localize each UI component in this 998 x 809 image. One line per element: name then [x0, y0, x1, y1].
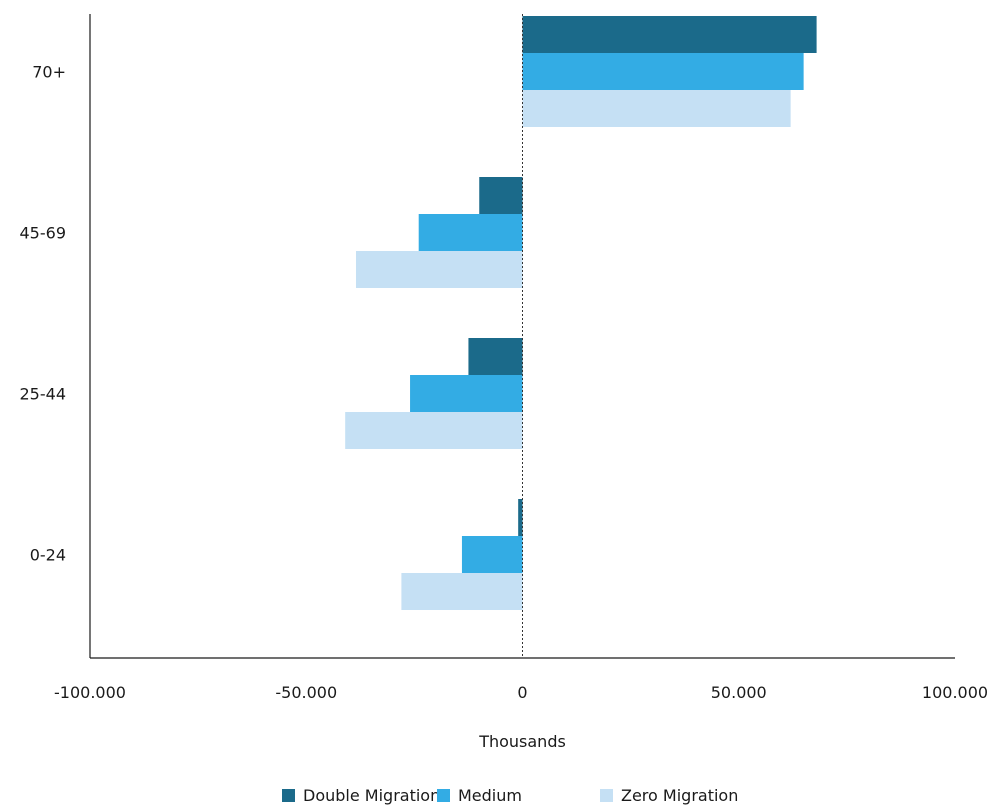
bar-zero-migration-45-69: [355, 251, 523, 288]
bar-double-migration-0-24: [518, 499, 523, 536]
bar-medium-45-69: [418, 214, 523, 251]
y-tick-label: 0-24: [30, 546, 66, 565]
bar-medium-0-24: [461, 536, 523, 573]
y-tick-label: 25-44: [20, 385, 67, 404]
bar-medium-70+: [522, 53, 804, 90]
bar-zero-migration-25-44: [345, 412, 523, 449]
x-tick-labels: -100.000 -50.000 0 50.000 100.000: [54, 683, 988, 702]
bar-double-migration-70+: [522, 16, 817, 53]
legend-swatch: [437, 789, 450, 802]
y-tick-labels: 70+ 45-69 25-44 0-24: [20, 63, 67, 565]
x-tick-label: -50.000: [275, 683, 337, 702]
axes: [89, 14, 955, 659]
legend-label: Zero Migration: [621, 786, 738, 805]
legend-label: Double Migration: [303, 786, 440, 805]
y-tick-label: 45-69: [20, 224, 67, 243]
bar-medium-25-44: [410, 375, 523, 412]
y-tick-label: 70+: [32, 63, 66, 82]
bar-zero-migration-0-24: [401, 573, 523, 610]
legend-swatch: [282, 789, 295, 802]
bar-zero-migration-70+: [522, 90, 791, 127]
legend-swatch: [600, 789, 613, 802]
x-axis-title: Thousands: [478, 732, 566, 751]
legend-label: Medium: [458, 786, 522, 805]
x-tick-label: -100.000: [54, 683, 126, 702]
x-tick-label: 0: [517, 683, 527, 702]
legend: Double Migration Medium Zero Migration: [282, 786, 738, 805]
bars: [345, 16, 817, 610]
x-tick-label: 100.000: [922, 683, 988, 702]
x-tick-label: 50.000: [711, 683, 767, 702]
bar-double-migration-45-69: [479, 177, 523, 214]
bar-double-migration-25-44: [468, 338, 523, 375]
